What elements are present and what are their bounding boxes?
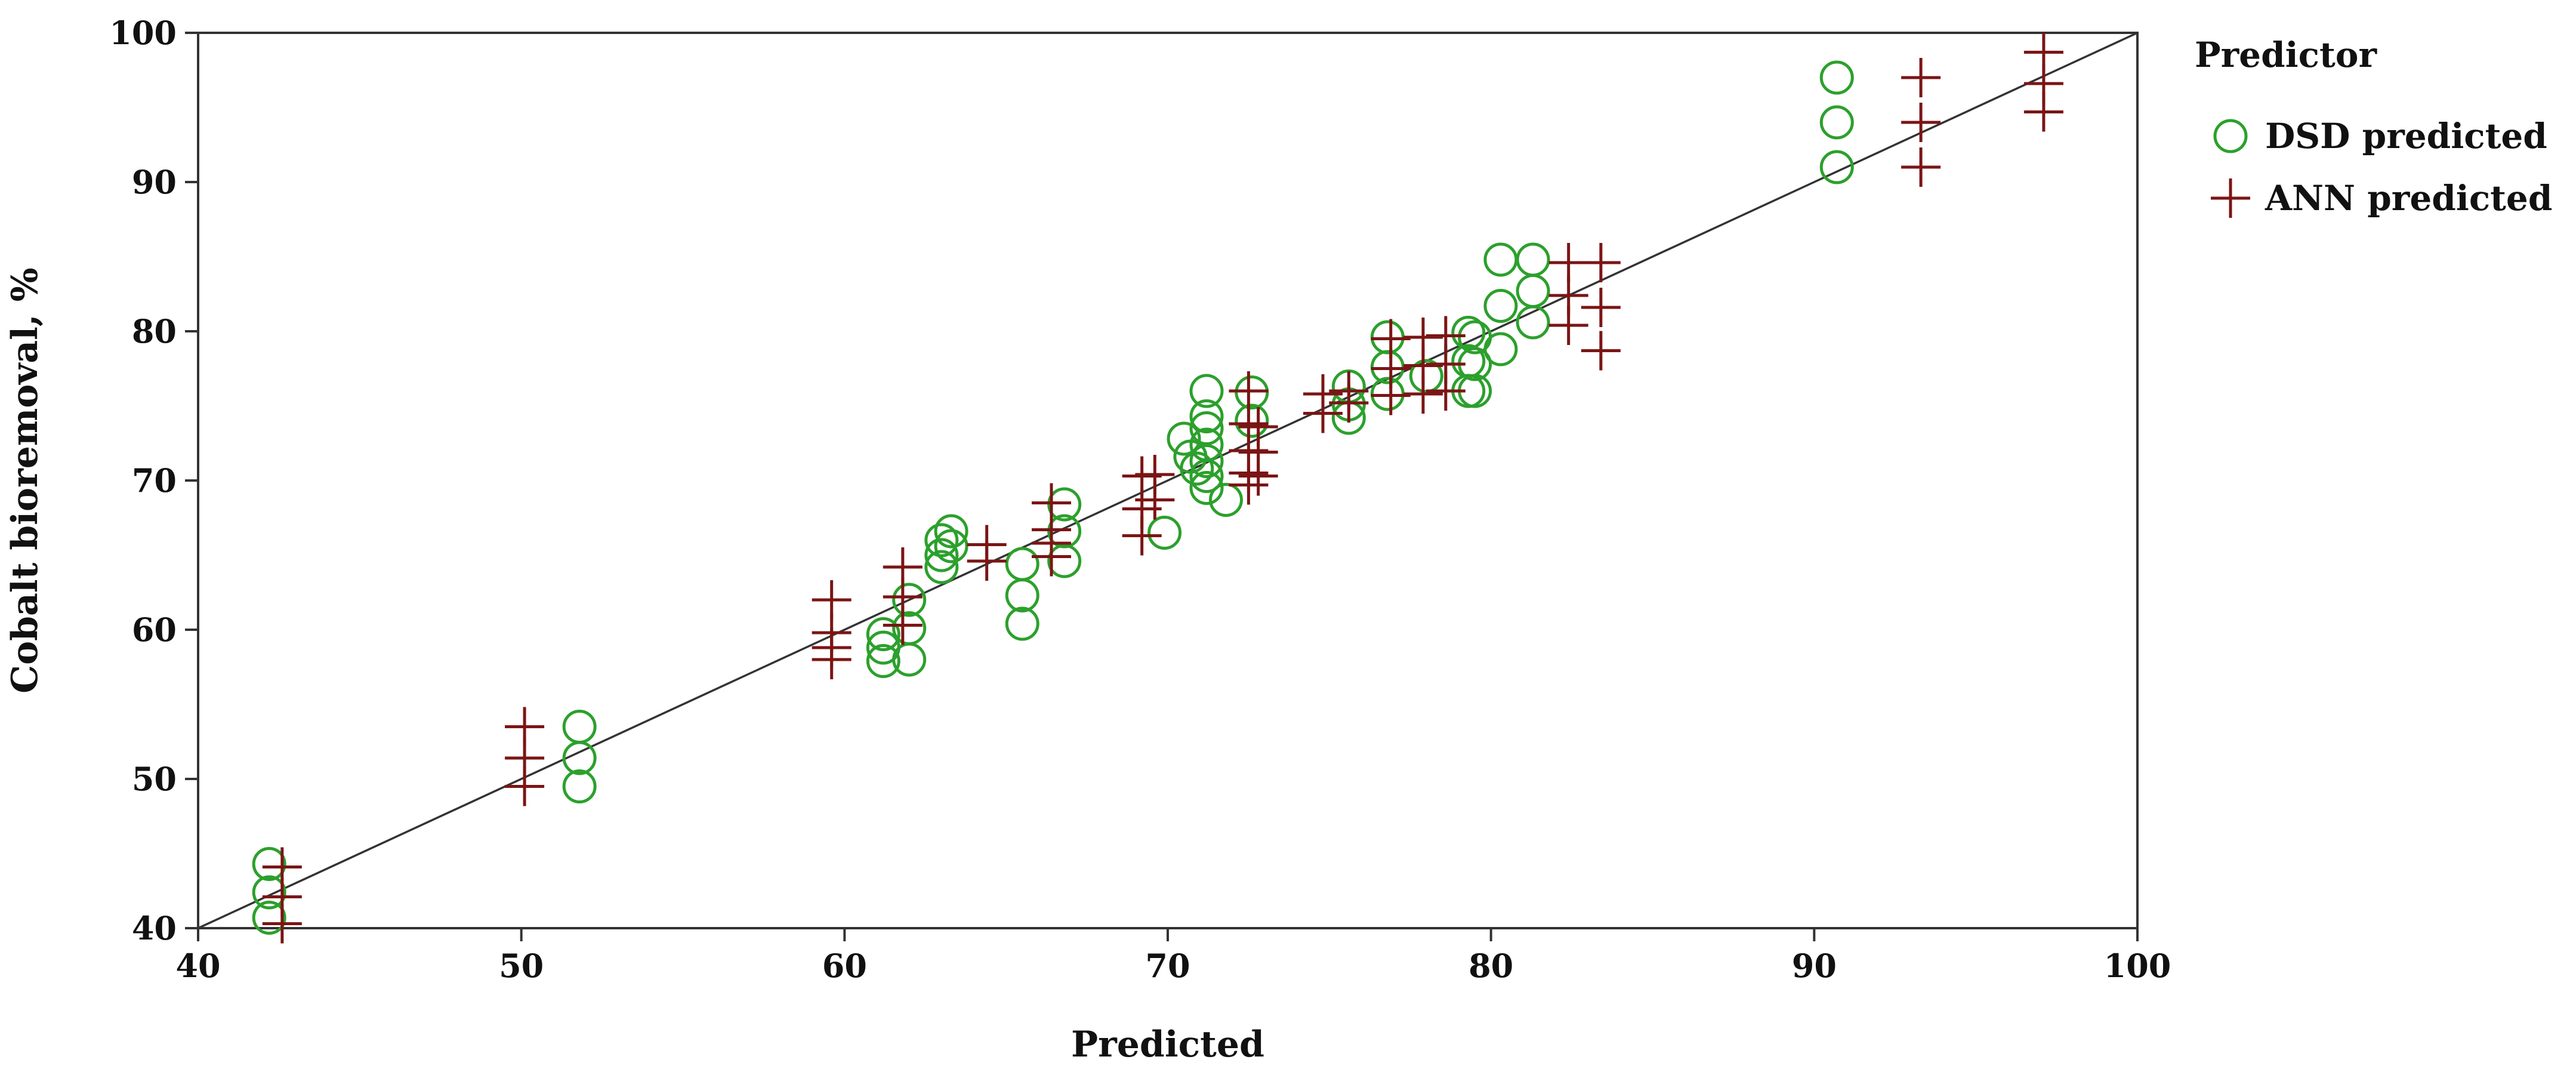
data-point-ann bbox=[883, 605, 923, 645]
data-point-dsd bbox=[1189, 411, 1224, 445]
data-point-dsd bbox=[1005, 606, 1039, 641]
data-point-dsd bbox=[252, 901, 286, 935]
y-tick-label: 100 bbox=[109, 14, 177, 52]
data-point-ann bbox=[505, 766, 545, 806]
data-point-dsd bbox=[924, 550, 959, 584]
y-tick-label: 50 bbox=[132, 760, 177, 798]
data-point-dsd bbox=[1516, 305, 1550, 340]
data-point-dsd bbox=[1005, 578, 1039, 612]
plot-area bbox=[197, 32, 2139, 944]
y-axis-title: Cobalt bioremoval, % bbox=[4, 267, 46, 693]
data-point-dsd bbox=[892, 642, 927, 677]
data-point-dsd bbox=[1189, 444, 1224, 478]
data-point-dsd bbox=[934, 514, 968, 549]
data-point-ann bbox=[1548, 306, 1588, 345]
data-point-ann bbox=[1581, 243, 1621, 282]
x-tick-label: 50 bbox=[499, 947, 544, 985]
data-point-dsd bbox=[1819, 150, 1854, 184]
data-point-dsd bbox=[562, 769, 597, 803]
legend-label-ann: ANN predicted bbox=[2265, 178, 2552, 218]
y-tick-label: 90 bbox=[132, 163, 177, 201]
x-tick-label: 60 bbox=[822, 947, 867, 985]
data-point-ann bbox=[1901, 147, 1941, 187]
x-tick-label: 100 bbox=[2104, 947, 2171, 985]
y-tick-label: 60 bbox=[132, 611, 177, 649]
data-point-dsd bbox=[562, 741, 597, 775]
legend-title: Predictor bbox=[2195, 35, 2377, 75]
data-point-ann bbox=[2023, 92, 2063, 132]
data-point-dsd bbox=[866, 617, 900, 651]
data-point-dsd bbox=[252, 875, 286, 910]
data-point-ann bbox=[1581, 331, 1621, 371]
data-point-ann bbox=[1426, 371, 1466, 411]
y-axis: 40 50 60 70 80 90 100 bbox=[109, 14, 198, 947]
data-point-dsd bbox=[892, 583, 927, 617]
data-point-ann bbox=[1135, 480, 1175, 520]
data-point-dsd bbox=[1189, 399, 1224, 433]
reference-line bbox=[198, 32, 2138, 929]
x-tick-label: 90 bbox=[1792, 947, 1837, 985]
data-point-dsd bbox=[1180, 451, 1214, 486]
x-tick-label: 80 bbox=[1469, 947, 1513, 985]
data-point-dsd bbox=[866, 644, 900, 678]
y-tick-label: 70 bbox=[132, 461, 177, 500]
data-point-ann bbox=[1032, 537, 1071, 577]
data-point-ann bbox=[1403, 374, 1443, 414]
x-tick-label: 40 bbox=[175, 947, 220, 985]
data-point-dsd bbox=[924, 523, 959, 557]
data-point-dsd bbox=[1047, 544, 1082, 578]
legend-label-dsd: DSD predicted bbox=[2265, 116, 2547, 156]
legend-item-dsd: DSD predicted bbox=[2213, 116, 2547, 156]
x-axis: 40 50 60 70 80 90 100 bbox=[175, 928, 2171, 985]
data-point-dsd bbox=[1209, 483, 1243, 517]
data-point-ann bbox=[1901, 103, 1941, 142]
data-marks bbox=[252, 32, 2063, 944]
data-point-ann bbox=[812, 640, 852, 679]
data-point-ann bbox=[1901, 58, 1941, 97]
data-point-dsd bbox=[1189, 471, 1224, 505]
data-point-dsd bbox=[924, 538, 959, 572]
data-point-dsd bbox=[1451, 316, 1486, 350]
legend-circle-icon bbox=[2213, 119, 2248, 153]
data-point-dsd bbox=[1483, 332, 1518, 366]
data-point-ann bbox=[1303, 393, 1343, 433]
legend: Predictor DSD predicted ANN predicted bbox=[2195, 35, 2552, 218]
data-point-ann bbox=[1238, 456, 1278, 496]
data-point-ann bbox=[1581, 288, 1621, 327]
data-point-dsd bbox=[252, 847, 286, 881]
data-point-dsd bbox=[1147, 516, 1182, 550]
legend-plus-icon bbox=[2211, 178, 2250, 218]
y-tick-label: 40 bbox=[132, 909, 177, 947]
data-point-ann bbox=[1329, 383, 1369, 423]
x-axis-title: Predicted bbox=[1071, 1024, 1264, 1065]
data-point-dsd bbox=[1167, 421, 1201, 456]
data-point-ann bbox=[262, 904, 302, 944]
legend-item-ann: ANN predicted bbox=[2211, 178, 2552, 218]
data-point-dsd bbox=[1819, 105, 1854, 140]
y-tick-label: 80 bbox=[132, 312, 177, 350]
data-point-ann bbox=[1229, 465, 1269, 505]
data-point-dsd bbox=[1189, 374, 1224, 408]
legend-plus-icon bbox=[2211, 178, 2250, 218]
data-point-dsd bbox=[1189, 459, 1224, 493]
x-tick-label: 70 bbox=[1145, 947, 1190, 985]
data-point-ann bbox=[967, 541, 1007, 581]
data-point-dsd bbox=[1819, 60, 1854, 95]
data-point-dsd bbox=[1483, 289, 1518, 323]
data-point-ann bbox=[1122, 516, 1162, 556]
data-point-dsd bbox=[934, 529, 968, 563]
data-point-dsd bbox=[1235, 403, 1269, 438]
series-ann bbox=[262, 32, 2063, 944]
legend-circle-icon bbox=[2213, 119, 2248, 153]
